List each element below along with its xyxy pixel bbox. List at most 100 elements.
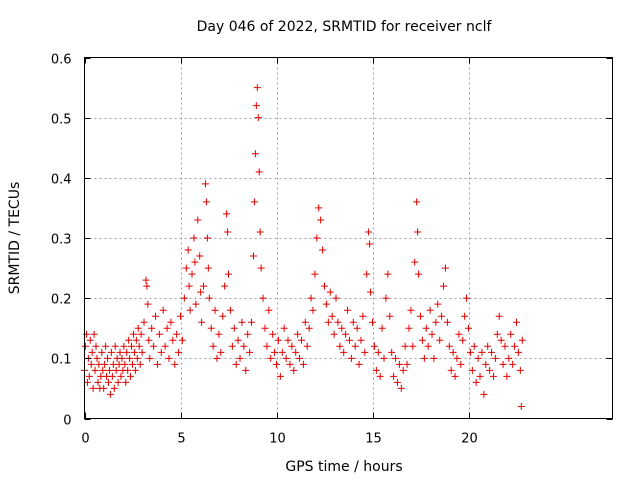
data-point bbox=[472, 378, 480, 386]
data-point bbox=[388, 348, 396, 356]
data-point bbox=[340, 348, 348, 356]
data-point bbox=[186, 306, 194, 314]
data-point bbox=[200, 282, 208, 290]
data-point bbox=[256, 228, 264, 236]
data-point bbox=[226, 306, 234, 314]
data-point bbox=[155, 330, 163, 338]
data-point bbox=[470, 342, 478, 350]
data-point bbox=[338, 324, 346, 332]
data-point bbox=[157, 348, 165, 356]
y-tick-label: 0.2 bbox=[51, 293, 72, 308]
data-point bbox=[415, 270, 423, 278]
data-point bbox=[185, 282, 193, 290]
data-point bbox=[169, 336, 177, 344]
data-point bbox=[137, 330, 145, 338]
data-point bbox=[411, 258, 419, 266]
data-point bbox=[380, 354, 388, 362]
data-point bbox=[230, 324, 238, 332]
data-point bbox=[365, 228, 373, 236]
data-point bbox=[286, 360, 294, 368]
data-point bbox=[372, 366, 380, 374]
data-point bbox=[197, 288, 205, 296]
data-point bbox=[213, 354, 221, 362]
data-point bbox=[499, 360, 507, 368]
y-tick-label: 0.5 bbox=[51, 113, 72, 128]
data-point bbox=[478, 348, 486, 356]
data-point bbox=[87, 360, 95, 368]
data-point bbox=[455, 330, 463, 338]
data-point bbox=[240, 342, 248, 350]
data-point bbox=[204, 264, 212, 272]
data-point bbox=[263, 342, 271, 350]
data-point bbox=[215, 330, 223, 338]
data-point bbox=[401, 342, 409, 350]
data-point bbox=[221, 282, 229, 290]
data-point bbox=[453, 354, 461, 362]
data-point bbox=[150, 342, 158, 350]
data-point bbox=[441, 264, 449, 272]
data-point bbox=[434, 300, 442, 308]
data-point bbox=[430, 354, 438, 362]
data-point bbox=[134, 324, 142, 332]
data-point bbox=[105, 378, 112, 386]
data-point bbox=[244, 330, 252, 338]
data-point bbox=[503, 372, 511, 380]
data-point bbox=[459, 336, 467, 344]
data-point bbox=[344, 306, 352, 314]
data-point bbox=[409, 342, 417, 350]
data-point bbox=[135, 342, 143, 350]
data-points bbox=[81, 84, 526, 410]
data-point bbox=[511, 342, 519, 350]
data-point bbox=[146, 354, 154, 362]
data-point bbox=[89, 384, 97, 392]
data-point bbox=[336, 342, 344, 350]
data-point bbox=[276, 372, 284, 380]
data-point bbox=[121, 360, 129, 368]
data-point bbox=[142, 276, 150, 284]
data-point bbox=[516, 366, 524, 374]
data-point bbox=[125, 336, 133, 344]
data-point bbox=[517, 402, 525, 410]
data-point bbox=[238, 318, 246, 326]
data-point bbox=[116, 348, 124, 356]
data-point bbox=[367, 288, 375, 296]
data-point bbox=[167, 318, 175, 326]
data-point bbox=[405, 324, 413, 332]
data-point bbox=[182, 264, 190, 272]
data-point bbox=[303, 342, 311, 350]
data-point bbox=[81, 342, 89, 350]
data-point bbox=[359, 312, 367, 320]
data-point bbox=[94, 378, 102, 386]
data-point bbox=[297, 336, 305, 344]
data-point bbox=[311, 270, 319, 278]
data-point bbox=[330, 330, 338, 338]
data-point bbox=[420, 354, 428, 362]
data-point bbox=[228, 342, 236, 350]
data-point bbox=[242, 366, 250, 374]
data-point bbox=[351, 342, 359, 350]
data-point bbox=[319, 246, 327, 254]
data-point bbox=[236, 354, 244, 362]
data-point bbox=[153, 360, 161, 368]
data-point bbox=[83, 378, 91, 386]
data-point bbox=[131, 366, 139, 374]
data-point bbox=[122, 378, 130, 386]
data-point bbox=[257, 264, 265, 272]
data-point bbox=[395, 360, 403, 368]
data-point bbox=[85, 372, 93, 380]
data-point bbox=[211, 306, 219, 314]
data-point bbox=[507, 330, 515, 338]
data-point bbox=[313, 234, 321, 242]
x-tick-label: 20 bbox=[461, 432, 478, 447]
data-point bbox=[493, 330, 501, 338]
data-point bbox=[390, 372, 398, 380]
data-point bbox=[305, 324, 313, 332]
data-point bbox=[321, 282, 328, 290]
data-point bbox=[143, 282, 151, 290]
data-point bbox=[111, 342, 119, 350]
data-point bbox=[451, 372, 459, 380]
data-point bbox=[128, 342, 136, 350]
data-point bbox=[100, 384, 108, 392]
data-point bbox=[301, 318, 309, 326]
